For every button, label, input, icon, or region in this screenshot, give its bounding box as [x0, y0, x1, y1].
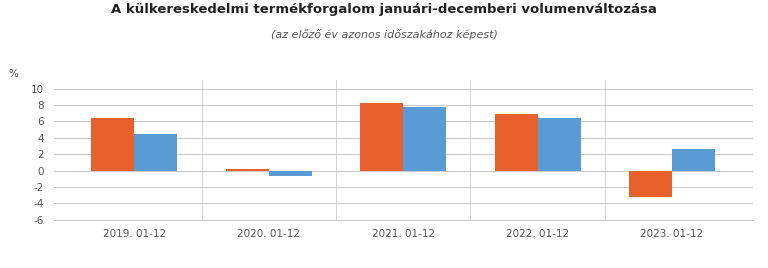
- Bar: [134, 134, 177, 170]
- Bar: [538, 118, 581, 170]
- Bar: [629, 170, 672, 197]
- Text: %: %: [8, 69, 18, 79]
- Text: A külkereskedelmi termékforgalom januári-decemberi volumenváltozása: A külkereskedelmi termékforgalom januári…: [111, 3, 657, 16]
- Bar: [226, 169, 269, 170]
- Bar: [91, 118, 134, 170]
- Bar: [360, 103, 403, 170]
- Bar: [495, 114, 538, 170]
- Text: (az előző év azonos időszakához képest): (az előző év azonos időszakához képest): [270, 29, 498, 40]
- Bar: [269, 170, 312, 176]
- Bar: [672, 149, 715, 170]
- Bar: [403, 107, 446, 170]
